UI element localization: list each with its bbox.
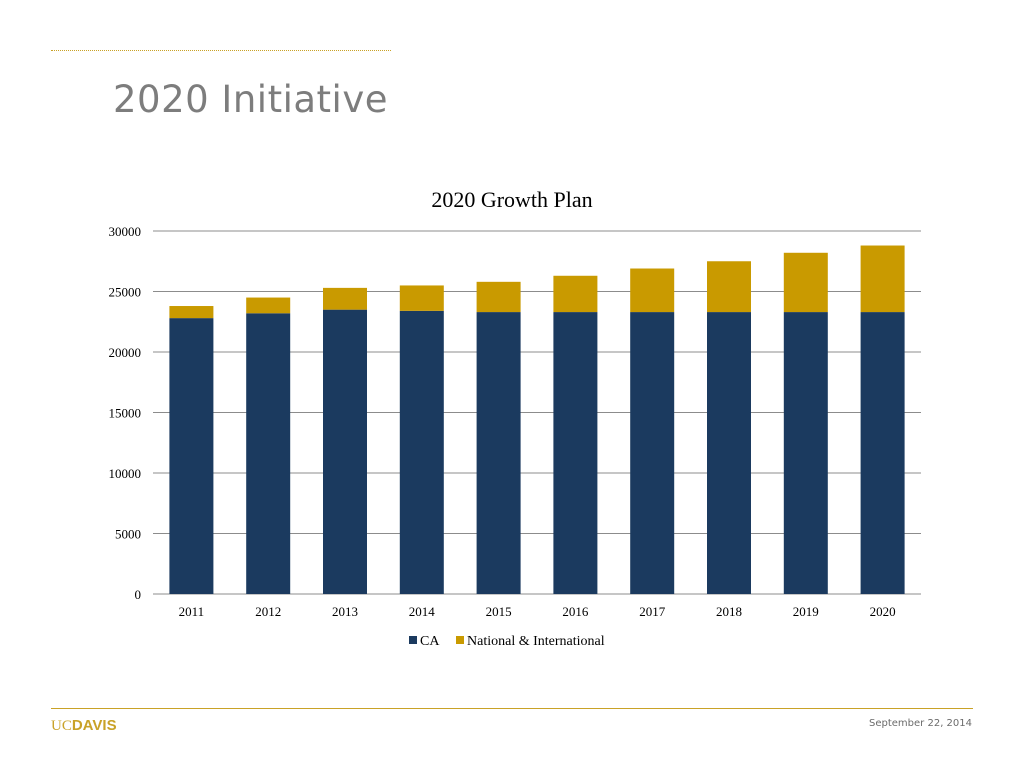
x-tick-label: 2019	[793, 604, 819, 619]
bar-ca-2012	[246, 313, 291, 594]
bar-national-2017	[630, 268, 675, 313]
y-tick-label: 30000	[109, 224, 142, 239]
bar-ca-2015	[476, 312, 521, 594]
bar-ca-2011	[169, 318, 214, 594]
x-tick-label: 2020	[870, 604, 896, 619]
x-tick-label: 2015	[486, 604, 512, 619]
legend-swatch	[409, 636, 417, 644]
y-tick-label: 5000	[115, 527, 141, 542]
bar-national-2015	[476, 281, 521, 313]
bar-ca-2017	[630, 312, 675, 594]
y-tick-label: 15000	[109, 406, 142, 421]
bar-ca-2014	[399, 310, 444, 594]
x-tick-label: 2018	[716, 604, 742, 619]
x-tick-label: 2017	[639, 604, 666, 619]
bar-ca-2018	[707, 312, 751, 594]
x-tick-label: 2016	[562, 604, 589, 619]
bar-national-2014	[399, 285, 444, 311]
growth-plan-chart: 2020 Growth Plan 0 5000 10000 15000 20000 250…	[109, 187, 921, 649]
ucdavis-logo: UCDAVIS	[51, 717, 117, 735]
logo-uc: UC	[51, 718, 72, 734]
x-tick-label: 2014	[409, 604, 436, 619]
bar-national-2012	[246, 297, 291, 314]
bar-national-2016	[553, 275, 598, 313]
chart-title: 2020 Growth Plan	[431, 187, 592, 212]
bar-ca-2020	[860, 312, 905, 594]
x-tick-label: 2011	[179, 604, 205, 619]
bar-national-2011	[169, 306, 214, 319]
x-tick-label: 2012	[255, 604, 281, 619]
logo-davis: DAVIS	[71, 717, 117, 734]
y-tick-label: 20000	[109, 345, 142, 360]
bottom-accent-rule	[51, 708, 973, 709]
legend-label: CA	[420, 634, 440, 649]
bar-national-2013	[323, 287, 367, 310]
x-axis-ticks: 2011 2012 2013 2014 2015 2016 2017 2018 2019 2020	[179, 604, 896, 619]
bar-ca-2016	[553, 312, 598, 594]
y-tick-label: 0	[135, 587, 142, 602]
bar-national-2019	[783, 252, 828, 313]
legend-label: National & International	[467, 634, 605, 649]
bar-national-2020	[860, 245, 905, 313]
bar-ca-2019	[783, 312, 828, 594]
legend: CA National & International	[409, 634, 605, 649]
y-axis-ticks: 0 5000 10000 15000 20000 25000 30000	[109, 224, 142, 602]
bars	[169, 245, 905, 594]
y-tick-label: 10000	[109, 466, 142, 481]
top-accent-rule	[51, 50, 391, 51]
bar-ca-2013	[323, 309, 367, 594]
legend-swatch	[456, 636, 464, 644]
y-tick-label: 25000	[109, 285, 142, 300]
x-tick-label: 2013	[332, 604, 358, 619]
slide-title: 2020 Initiative	[113, 78, 388, 121]
bar-national-2018	[707, 261, 751, 313]
slide-date: September 22, 2014	[869, 718, 972, 729]
